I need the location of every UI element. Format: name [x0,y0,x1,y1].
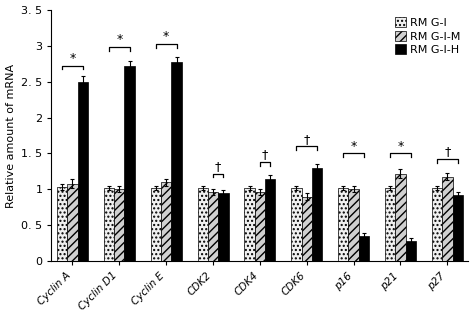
Text: †: † [215,160,221,173]
Legend: RM G-I, RM G-I-M, RM G-I-H: RM G-I, RM G-I-M, RM G-I-H [392,15,463,58]
Text: †: † [262,149,268,162]
Bar [265,179,275,261]
Bar [406,241,416,261]
Bar [125,66,135,261]
Bar [301,197,312,261]
Text: *: * [163,31,169,43]
Bar [442,176,453,261]
Bar [395,174,406,261]
Bar [198,188,208,261]
Bar [104,188,114,261]
Bar [338,188,348,261]
Bar [151,188,161,261]
Text: †: † [444,146,451,158]
Text: *: * [116,33,122,46]
Bar [359,236,369,261]
Bar [453,195,463,261]
Bar [255,192,265,261]
Bar [171,62,182,261]
Bar [67,184,78,261]
Text: *: * [350,140,357,153]
Bar [57,187,67,261]
Text: *: * [69,52,75,65]
Bar [432,188,442,261]
Bar [245,188,255,261]
Bar [348,189,359,261]
Bar [312,168,322,261]
Bar [292,188,301,261]
Bar [218,193,228,261]
Bar [114,189,125,261]
Bar [78,81,88,261]
Text: †: † [303,133,310,146]
Bar [208,192,218,261]
Bar [161,182,171,261]
Bar [385,188,395,261]
Y-axis label: Relative amount of mRNA: Relative amount of mRNA [6,63,16,208]
Text: *: * [397,140,404,153]
